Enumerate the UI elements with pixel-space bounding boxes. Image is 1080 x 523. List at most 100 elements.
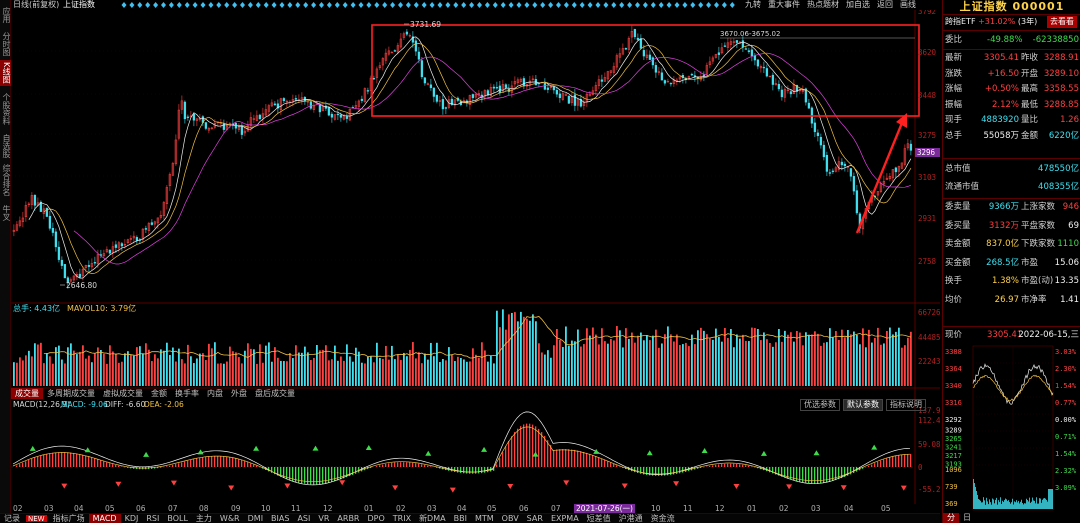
candle-body bbox=[273, 103, 277, 106]
tab-volume[interactable]: 成交量 bbox=[11, 388, 43, 399]
tab-amount[interactable]: 金额 bbox=[151, 389, 167, 398]
indicator-bias[interactable]: BIAS bbox=[271, 514, 290, 523]
sell-signal-icon bbox=[170, 480, 177, 486]
indicator-expma[interactable]: EXPMA bbox=[550, 514, 579, 523]
tab-minute[interactable]: 分 bbox=[943, 513, 959, 523]
optimized-params-button[interactable]: 优选参数 bbox=[800, 399, 840, 411]
etf-go-button[interactable]: 去看看 bbox=[1047, 16, 1077, 28]
macd-bar bbox=[67, 452, 69, 467]
candle-body bbox=[39, 201, 43, 212]
volume-bars bbox=[13, 309, 912, 386]
indicator-square-button[interactable]: 指标广场 bbox=[52, 514, 85, 523]
strip-watchlist-button[interactable]: 自选股 bbox=[2, 134, 11, 158]
month-tick: 05 bbox=[881, 504, 891, 513]
stat-key: 委买量 bbox=[945, 220, 971, 231]
indicator-obv[interactable]: OBV bbox=[501, 514, 519, 523]
mini-volume-bar bbox=[996, 497, 997, 509]
default-params-button[interactable]: 默认参数 bbox=[843, 399, 883, 411]
indicator-trix[interactable]: TRIX bbox=[392, 514, 412, 523]
indicator-new-dma[interactable]: 新DMA bbox=[419, 514, 446, 523]
event-dot-icon bbox=[516, 2, 522, 8]
volume-bar bbox=[352, 361, 354, 386]
event-dot-row[interactable] bbox=[121, 2, 735, 8]
indicator-vr[interactable]: VR bbox=[318, 514, 330, 523]
strip-intraday-button[interactable]: 分时图 bbox=[2, 32, 11, 56]
menu-hot-topics[interactable]: 热点题材 bbox=[807, 0, 839, 9]
event-dot-icon bbox=[398, 2, 403, 8]
event-dot-icon bbox=[311, 2, 317, 8]
indicator-wr[interactable]: W&R bbox=[219, 514, 240, 523]
macd-bar bbox=[841, 467, 843, 479]
volume-bar bbox=[148, 349, 150, 386]
candle-body bbox=[363, 88, 367, 103]
indicator-bar: 记录 NEW 指标广场 MACD KDJ RSI BOLL 主力 W&R DMI… bbox=[0, 513, 940, 523]
month-tick: 06 bbox=[136, 504, 146, 513]
candle-body bbox=[294, 98, 298, 100]
volume-bar bbox=[445, 360, 447, 386]
candle-body bbox=[528, 80, 532, 85]
main-chart[interactable]: 2646.80 3731.69 3670.06-3675.02 3792 362… bbox=[11, 10, 940, 504]
candle-body bbox=[591, 90, 595, 95]
tab-inner[interactable]: 内盘 bbox=[207, 389, 223, 398]
tab-outer[interactable]: 外盘 bbox=[231, 389, 247, 398]
indicator-help-button[interactable]: 指标说明 bbox=[886, 399, 926, 411]
volume-bar bbox=[853, 331, 855, 386]
mini-volume-bar bbox=[1020, 501, 1021, 509]
menu-major-events[interactable]: 重大事件 bbox=[768, 0, 800, 9]
indicator-rsi[interactable]: RSI bbox=[146, 514, 160, 523]
indicator-kdj[interactable]: KDJ bbox=[124, 514, 139, 523]
indicator-mtm[interactable]: MTM bbox=[474, 514, 494, 523]
tab-multi-period-volume[interactable]: 多周期成交量 bbox=[47, 389, 95, 398]
candle-body bbox=[207, 127, 211, 131]
volume-bar bbox=[607, 343, 609, 386]
candle-body bbox=[438, 100, 442, 102]
strip-profile-button[interactable]: 个股资料 bbox=[2, 93, 11, 125]
candle-body bbox=[420, 60, 424, 78]
volume-bar bbox=[277, 357, 279, 386]
tab-turnover[interactable]: 换手率 bbox=[175, 389, 199, 398]
intraday-mini-chart[interactable]: 3388 3364 3340 3316 3292 32893265324132173193… bbox=[943, 344, 1080, 512]
macd-bar bbox=[370, 467, 372, 469]
indicator-boll[interactable]: BOLL bbox=[167, 514, 188, 523]
strip-ranking-button[interactable]: 综合排名 bbox=[2, 164, 11, 196]
menu-add-watch[interactable]: 加自选 bbox=[846, 0, 870, 9]
record-button[interactable]: 记录 bbox=[4, 514, 20, 523]
quote-value: 55058万 bbox=[983, 130, 1019, 141]
strip-kline-button[interactable]: K线图 bbox=[0, 60, 11, 86]
strip-niucha-button[interactable]: 牛叉 bbox=[2, 205, 11, 221]
macd-bar bbox=[898, 455, 900, 467]
volume-bar bbox=[97, 347, 99, 386]
macd-bar bbox=[697, 467, 699, 469]
indicator-dpo[interactable]: DPO bbox=[367, 514, 385, 523]
macd-bar bbox=[382, 464, 384, 467]
mini-volume-bar bbox=[1028, 501, 1029, 509]
macd-bar bbox=[463, 467, 465, 474]
tab-after-hours-volume[interactable]: 盘后成交量 bbox=[255, 389, 295, 398]
candle-body bbox=[633, 29, 637, 38]
volume-bar bbox=[187, 344, 189, 386]
menu-back[interactable]: 返回 bbox=[877, 0, 893, 9]
volume-bar bbox=[724, 328, 726, 386]
indicator-short-diff[interactable]: 短差值 bbox=[586, 514, 611, 523]
indicator-asi[interactable]: ASI bbox=[297, 514, 311, 523]
menu-jiuzhuan[interactable]: 九转 bbox=[745, 0, 761, 9]
strip-apps-button[interactable]: 应用 bbox=[2, 7, 11, 23]
volume-bar bbox=[805, 332, 807, 386]
indicator-dmi[interactable]: DMI bbox=[247, 514, 264, 523]
menu-draw[interactable]: 画线 bbox=[900, 0, 916, 9]
candle-body bbox=[756, 59, 760, 67]
indicator-hk-connect[interactable]: 沪港通 bbox=[618, 514, 643, 523]
indicator-bbi[interactable]: BBI bbox=[453, 514, 467, 523]
indicator-fund-flow[interactable]: 资金流 bbox=[650, 514, 675, 523]
event-dot-icon bbox=[500, 2, 506, 8]
macd-bar bbox=[523, 424, 525, 467]
indicator-sar[interactable]: SAR bbox=[526, 514, 543, 523]
volume-bar bbox=[550, 357, 552, 386]
chart-period-label[interactable]: 日线(前复权) bbox=[13, 0, 60, 9]
tab-virtual-volume[interactable]: 虚拟成交量 bbox=[103, 389, 143, 398]
volume-bar bbox=[844, 337, 846, 386]
indicator-main-force[interactable]: 主力 bbox=[195, 514, 212, 523]
indicator-arbr[interactable]: ARBR bbox=[337, 514, 360, 523]
indicator-macd[interactable]: MACD bbox=[88, 514, 121, 523]
tab-day[interactable]: 日 bbox=[963, 513, 971, 522]
